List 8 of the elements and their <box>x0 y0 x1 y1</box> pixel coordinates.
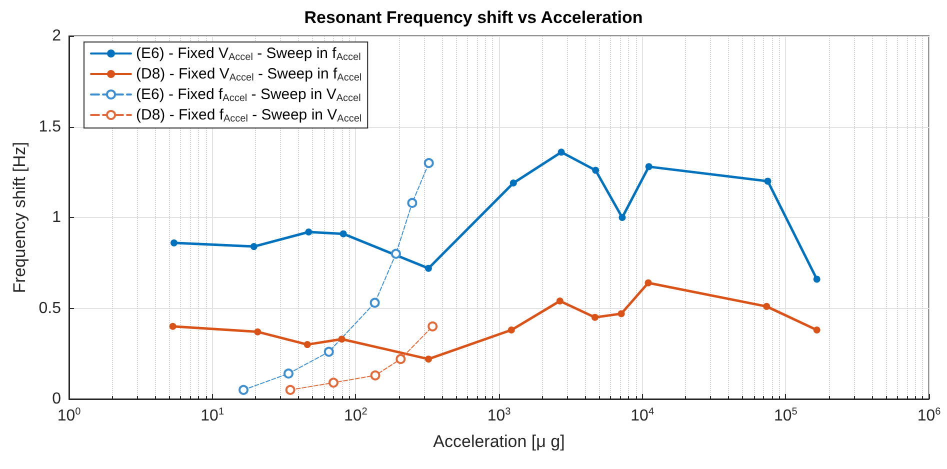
x-axis-title: Acceleration [μ g] <box>433 432 565 451</box>
chart-title: Resonant Frequency shift vs Acceleration <box>304 8 643 27</box>
y-axis-title: Frequency shift [Hz] <box>10 142 29 294</box>
y-tick-label: 0.5 <box>38 300 62 317</box>
y-tick-label: 1 <box>52 209 62 226</box>
y-tick-label: 0 <box>52 390 62 408</box>
y-tick-label: 1.5 <box>38 118 62 136</box>
y-tick-label: 2 <box>52 28 62 44</box>
